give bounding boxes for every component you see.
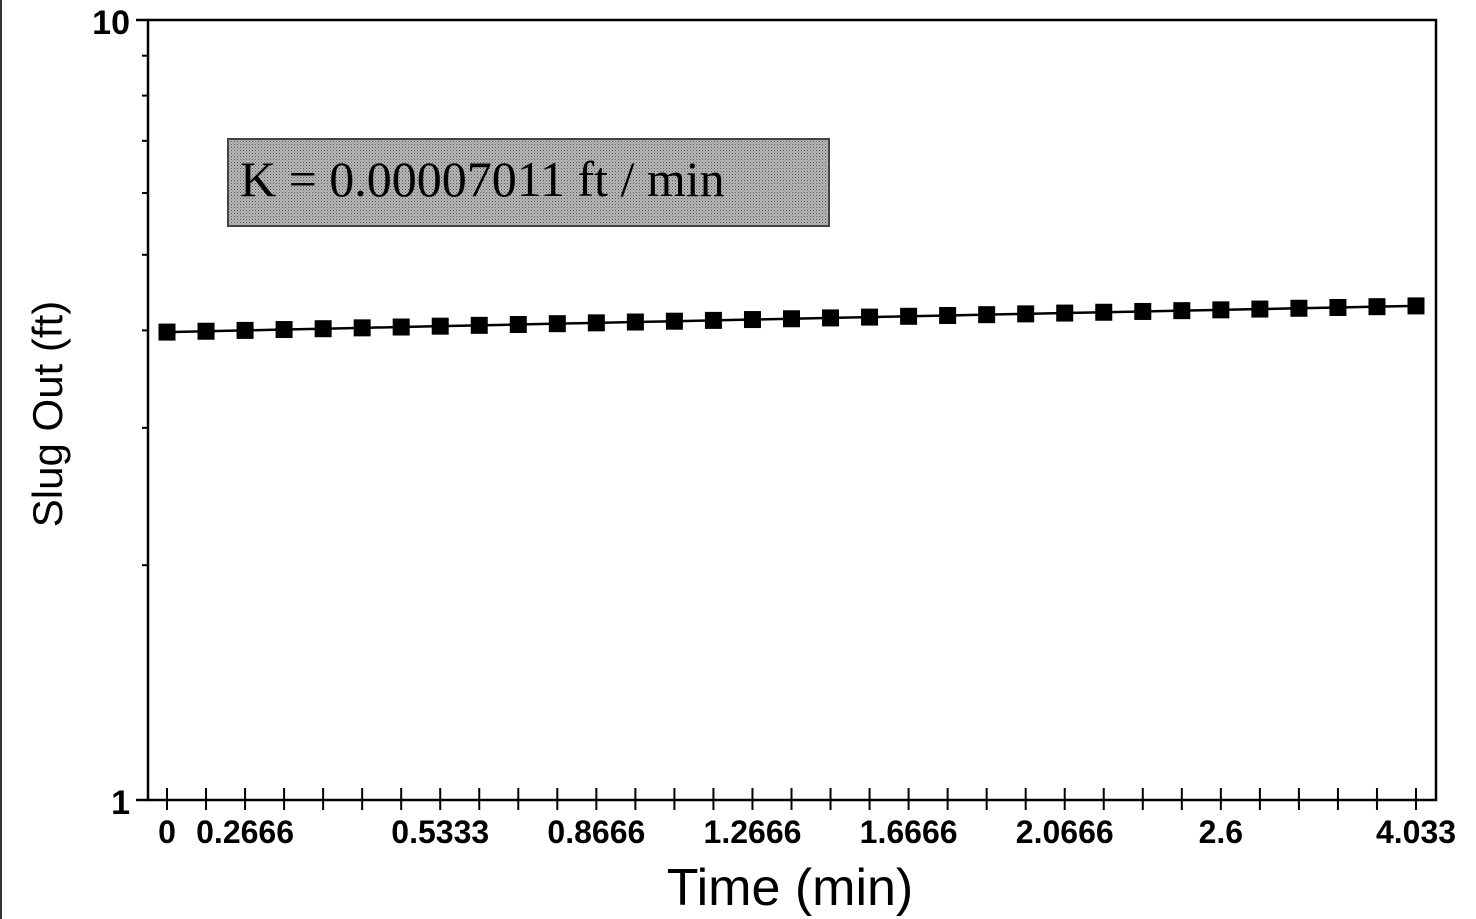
- data-point: [1368, 298, 1386, 316]
- x-tick-label: 2.6: [1199, 814, 1243, 850]
- data-point: [158, 323, 176, 341]
- data-point: [431, 317, 449, 335]
- data-point: [548, 315, 566, 333]
- data-point: [392, 318, 410, 336]
- x-tick-label: 0.8666: [547, 814, 645, 850]
- data-point: [1329, 298, 1347, 316]
- data-point: [1017, 305, 1035, 323]
- y-tick-label: 10: [92, 4, 130, 42]
- data-point: [353, 319, 371, 337]
- x-tick-label: 1.6666: [860, 814, 958, 850]
- data-point: [1173, 302, 1191, 320]
- data-point: [626, 313, 644, 331]
- data-point: [236, 321, 254, 339]
- x-tick-label: 4.033: [1376, 814, 1456, 850]
- y-axis-title: Slug Out (ft): [24, 301, 71, 527]
- data-point: [978, 306, 996, 324]
- x-tick-label: 0.2666: [196, 814, 294, 850]
- annotation-box: [227, 138, 830, 227]
- data-point: [939, 306, 957, 324]
- data-point: [470, 316, 488, 334]
- data-point: [861, 308, 879, 326]
- data-point: [1134, 302, 1152, 320]
- data-point: [1056, 304, 1074, 322]
- data-point: [1095, 303, 1113, 321]
- data-point: [1251, 300, 1269, 318]
- y-tick-label: 1: [111, 784, 130, 822]
- x-tick-label: 1.2666: [704, 814, 802, 850]
- x-tick-label: 0: [158, 814, 176, 850]
- data-point: [1290, 299, 1308, 317]
- data-point: [743, 311, 761, 329]
- x-tick-label: 2.0666: [1016, 814, 1114, 850]
- x-tick-label: 0.5333: [391, 814, 489, 850]
- data-point: [197, 322, 215, 340]
- data-point: [665, 312, 683, 330]
- data-point: [587, 314, 605, 332]
- data-point: [900, 307, 918, 325]
- data-point: [1212, 301, 1230, 319]
- data-point: [509, 316, 527, 334]
- data-point: [275, 321, 293, 339]
- annotation-text: K = 0.00007011 ft / min: [240, 151, 725, 207]
- data-point: [314, 320, 332, 338]
- x-axis-title: Time (min): [667, 859, 914, 917]
- plot-area: 10 10 0.2666 0.5333 0.8666 1.2666 1.6666 2.0666…: [92, 4, 1456, 850]
- data-point: [704, 311, 722, 329]
- data-point: [783, 310, 800, 328]
- data-point: [822, 309, 840, 327]
- data-point: [1407, 297, 1425, 315]
